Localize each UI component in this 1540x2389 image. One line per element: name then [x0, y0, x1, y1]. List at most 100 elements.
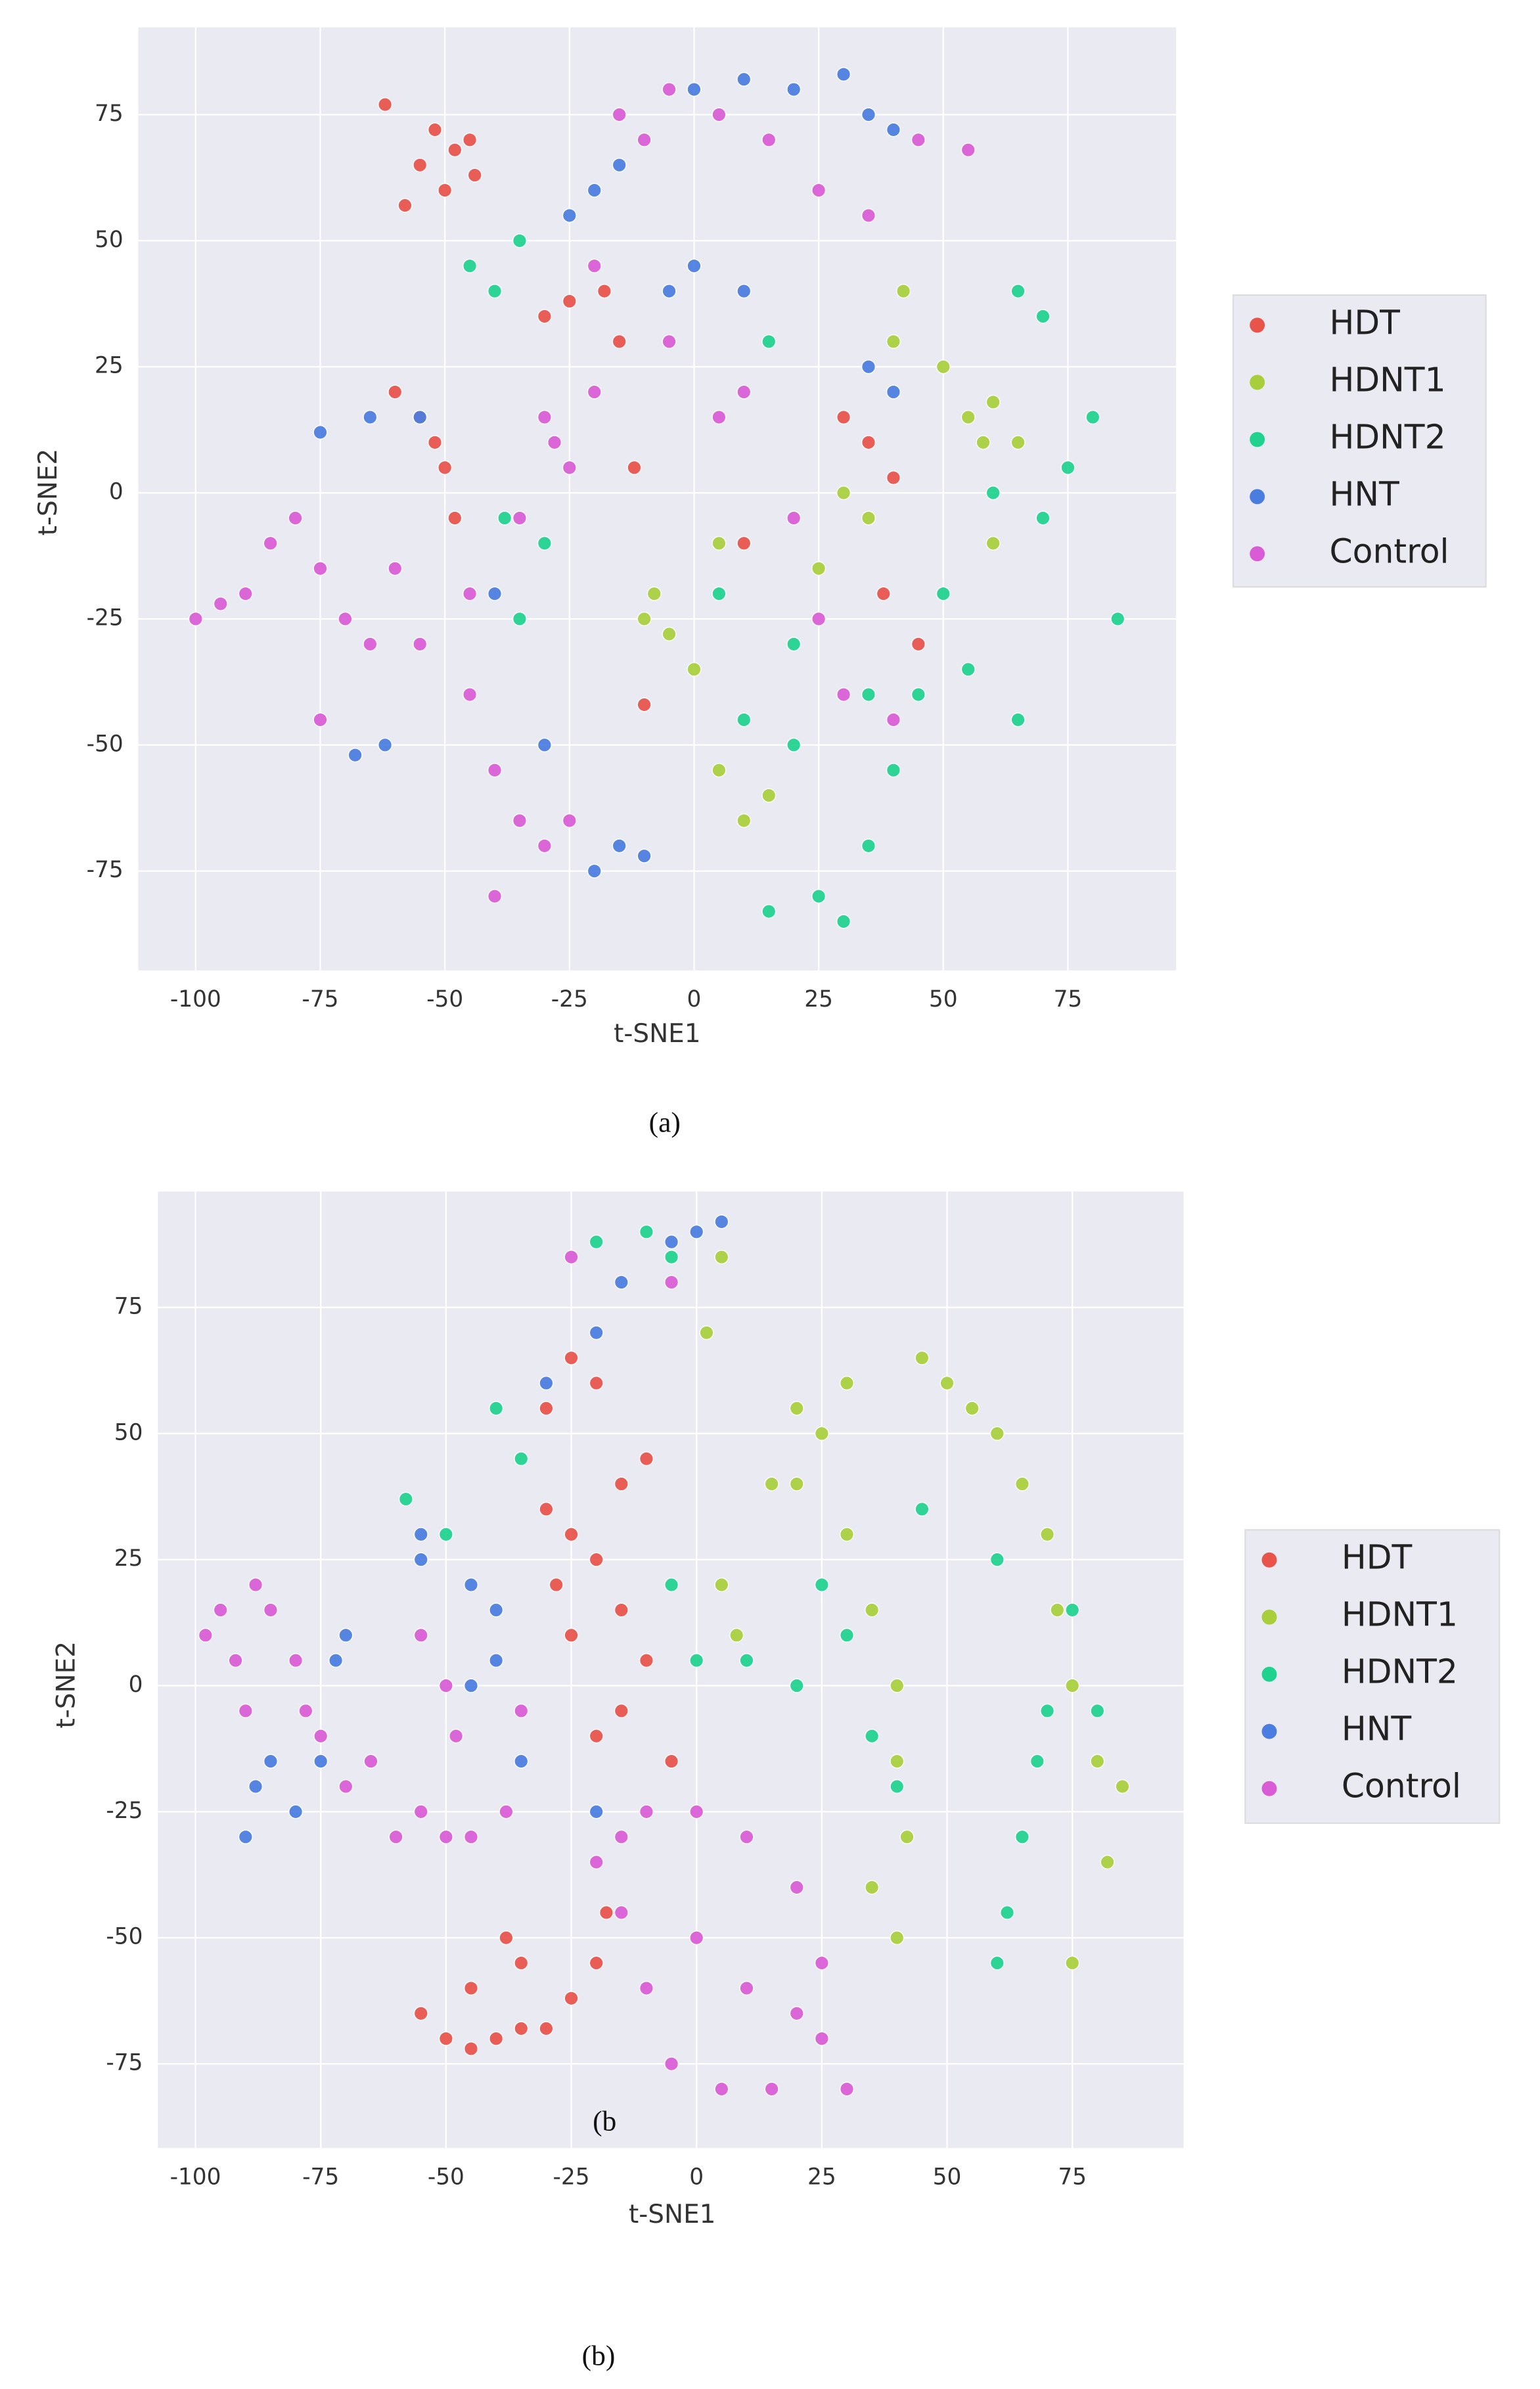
point [811, 561, 827, 576]
point [736, 284, 752, 299]
point [413, 409, 428, 424]
point [789, 1880, 804, 1895]
point [940, 1376, 955, 1391]
point [836, 409, 851, 424]
point [248, 1779, 263, 1794]
point [789, 1476, 804, 1491]
point [614, 1603, 629, 1618]
y-tick-label: 25 [114, 1545, 143, 1572]
x-tick-label: 75 [1054, 986, 1083, 1012]
point [589, 1325, 604, 1340]
point [487, 284, 502, 299]
point [464, 2041, 478, 2057]
point [564, 1350, 579, 1365]
point [388, 1829, 403, 1844]
point [238, 586, 253, 601]
point [637, 132, 652, 147]
caption: (a) [649, 1107, 681, 1139]
point [899, 1829, 915, 1844]
point [562, 460, 577, 475]
point [263, 1754, 278, 1769]
point [865, 1603, 880, 1618]
point [646, 586, 662, 601]
point [1115, 1779, 1130, 1794]
point [564, 1527, 579, 1542]
point [789, 2006, 804, 2021]
y-tick-label: 75 [114, 1293, 143, 1319]
point [464, 1980, 478, 1995]
point [313, 1754, 328, 1769]
point [861, 511, 876, 526]
point [840, 1376, 854, 1391]
point [397, 198, 413, 213]
point [639, 1980, 654, 1995]
point [639, 1804, 654, 1819]
y-tick-label: 50 [114, 1419, 143, 1445]
point [712, 763, 727, 778]
point [438, 460, 453, 475]
point [936, 359, 951, 375]
point [861, 435, 876, 450]
point [811, 889, 827, 904]
point [449, 1729, 464, 1744]
chart: -100 -75 -50 -25 0 25 50 75 -75 -50 -25 0 25 50 75 t-SN… [34, 27, 1487, 1139]
point [1035, 511, 1051, 526]
point [464, 1578, 478, 1593]
point [363, 1754, 378, 1769]
point [911, 637, 926, 652]
point [413, 1527, 428, 1542]
point [637, 611, 652, 626]
point [1065, 1603, 1080, 1618]
point [1090, 1754, 1105, 1769]
point [861, 208, 876, 223]
point [1065, 1678, 1080, 1693]
point [985, 486, 1001, 501]
point [587, 258, 602, 273]
point [1090, 1703, 1105, 1718]
point [714, 1214, 729, 1229]
point [539, 1376, 554, 1391]
point [1035, 309, 1051, 324]
point [388, 384, 403, 399]
legend-marker [1250, 317, 1265, 333]
point [764, 1476, 779, 1491]
y-axis-title: t-SNE2 [34, 449, 63, 535]
point [288, 1653, 304, 1668]
point [413, 637, 428, 652]
x-axis-title: t-SNE1 [614, 1019, 700, 1049]
point [814, 1955, 829, 1970]
point [597, 284, 612, 299]
point [589, 1955, 604, 1970]
point [313, 561, 328, 576]
point [886, 384, 901, 399]
y-tick-label: -50 [106, 1924, 143, 1950]
point [915, 1501, 930, 1516]
legend-marker [1261, 1552, 1277, 1568]
x-tick-label: -25 [551, 986, 588, 1012]
point [463, 258, 478, 273]
point [413, 158, 428, 173]
point [338, 611, 353, 626]
point [961, 409, 976, 424]
point [238, 1829, 253, 1844]
point [1060, 460, 1076, 475]
point [288, 511, 303, 526]
point [487, 763, 502, 778]
point [961, 143, 976, 158]
point [761, 788, 777, 803]
x-axis-title: t-SNE1 [629, 2200, 715, 2229]
point [1040, 1703, 1055, 1718]
x-tick-label: 25 [804, 986, 833, 1012]
point [876, 586, 891, 601]
point [1085, 409, 1100, 424]
point [786, 511, 802, 526]
point [886, 122, 901, 137]
point [861, 359, 876, 375]
point [712, 409, 727, 424]
x-tick-label: 0 [689, 2164, 704, 2191]
point [911, 687, 926, 702]
y-axis-title: t-SNE2 [52, 1641, 81, 1728]
point [664, 1754, 679, 1769]
